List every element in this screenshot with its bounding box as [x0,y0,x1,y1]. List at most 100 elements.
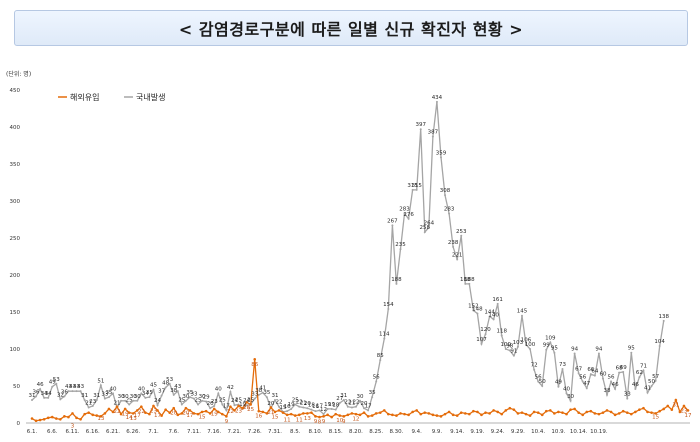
data-point-overseas [289,412,293,416]
legend-label-overseas: 해외유입 [70,92,99,102]
data-point-overseas [678,410,682,414]
data-point-overseas [103,412,107,415]
data-point-domestic [209,407,212,410]
data-label-domestic: 253 [456,229,467,235]
data-point-overseas [387,412,390,416]
data-point-overseas [326,413,329,417]
data-point-domestic [334,408,337,411]
data-point-overseas [99,415,103,418]
data-label-domestic: 36 [33,389,40,395]
data-label-domestic: 21 [300,400,307,406]
data-label-domestic: 64 [591,369,598,375]
data-point-domestic [654,379,657,382]
data-point-domestic [371,396,374,399]
y-tick-label: 350 [10,162,21,168]
data-point-overseas [297,413,301,417]
data-label-overseas: 10 [336,418,343,424]
data-label-domestic: 40 [215,386,222,392]
x-tick-label: 7.1. [148,429,159,435]
data-point-domestic [549,341,552,344]
data-point-overseas [544,409,548,413]
data-point-overseas [140,405,143,409]
data-label-domestic: 35 [146,390,153,396]
data-point-overseas [528,414,532,417]
x-tick-label: 7.31. [268,429,282,435]
data-point-domestic [363,407,366,410]
data-point-domestic [148,396,151,399]
data-label-domestic: 221 [452,252,463,258]
x-tick-label: 10.4. [531,429,545,435]
data-label-domestic: 25 [235,398,242,404]
data-point-domestic [626,397,629,400]
data-label-domestic: 40 [563,386,570,392]
data-point-domestic [95,399,98,402]
data-label-overseas: 23 [150,408,157,414]
data-point-domestic [452,245,455,248]
data-label-domestic: 31 [93,393,100,399]
data-label-domestic: 66 [587,367,594,373]
x-tick-label: 6.6. [47,429,58,435]
data-label-domestic: 100 [501,342,512,348]
data-point-overseas [285,413,289,417]
data-point-domestic [448,212,451,215]
data-point-domestic [537,380,540,383]
data-label-domestic: 94 [595,346,602,352]
data-point-overseas [597,412,601,416]
data-point-overseas [666,404,670,408]
data-label-domestic: 148 [472,306,483,312]
data-label-domestic: 25 [247,398,254,404]
data-label-domestic: 387 [428,130,439,136]
data-label-domestic: 41 [259,386,266,392]
data-label-domestic: 94 [571,346,578,352]
data-label-overseas: 19 [122,411,129,417]
data-point-domestic [192,397,195,400]
data-point-overseas [593,412,597,415]
data-label-overseas: 15 [199,414,206,420]
y-tick-label: 100 [10,347,21,353]
data-label-domestic: 308 [440,188,451,194]
data-point-overseas [148,412,151,416]
data-label-domestic: 33 [101,392,108,398]
data-label-domestic: 145 [517,309,528,315]
data-label-domestic: 397 [415,122,426,128]
data-point-overseas [601,411,605,414]
data-point-overseas [127,411,131,414]
data-point-domestic [286,410,289,413]
data-point-overseas [565,412,568,416]
data-point-overseas [79,418,82,421]
data-label-domestic: 49 [555,380,562,386]
data-point-domestic [326,407,329,410]
data-point-overseas [630,412,633,416]
data-label-domestic: 138 [658,314,669,320]
data-point-domestic [492,318,495,321]
chart-title: < 감염경로구분에 따른 일별 신규 확진자 현황 > [178,20,524,39]
data-point-domestic [359,399,361,402]
data-label-domestic: 43 [69,384,76,390]
data-point-overseas [609,410,613,414]
data-label-domestic: 114 [379,332,390,338]
data-label-domestic: 140 [488,312,499,318]
data-point-overseas [265,412,269,415]
y-tick-label: 450 [10,88,21,94]
data-label-domestic: 107 [476,337,487,343]
data-point-overseas [152,404,155,408]
data-label-domestic: 53 [166,377,173,383]
data-point-overseas [38,418,42,422]
data-point-domestic [581,380,584,383]
data-point-domestic [419,128,422,131]
data-point-overseas [569,408,572,411]
data-point-overseas [293,414,297,417]
data-point-domestic [614,387,617,390]
data-label-domestic: 72 [531,363,538,369]
data-point-overseas [318,415,321,419]
data-point-overseas [476,410,479,414]
data-point-domestic [533,368,536,371]
data-label-domestic: 19 [288,402,295,408]
data-point-overseas [536,411,540,414]
data-label-domestic: 30 [118,394,125,400]
data-point-domestic [67,390,70,393]
data-point-overseas [350,412,354,415]
data-point-overseas [50,415,54,419]
data-point-overseas [686,409,690,412]
x-tick-label: 10.14. [570,429,588,435]
